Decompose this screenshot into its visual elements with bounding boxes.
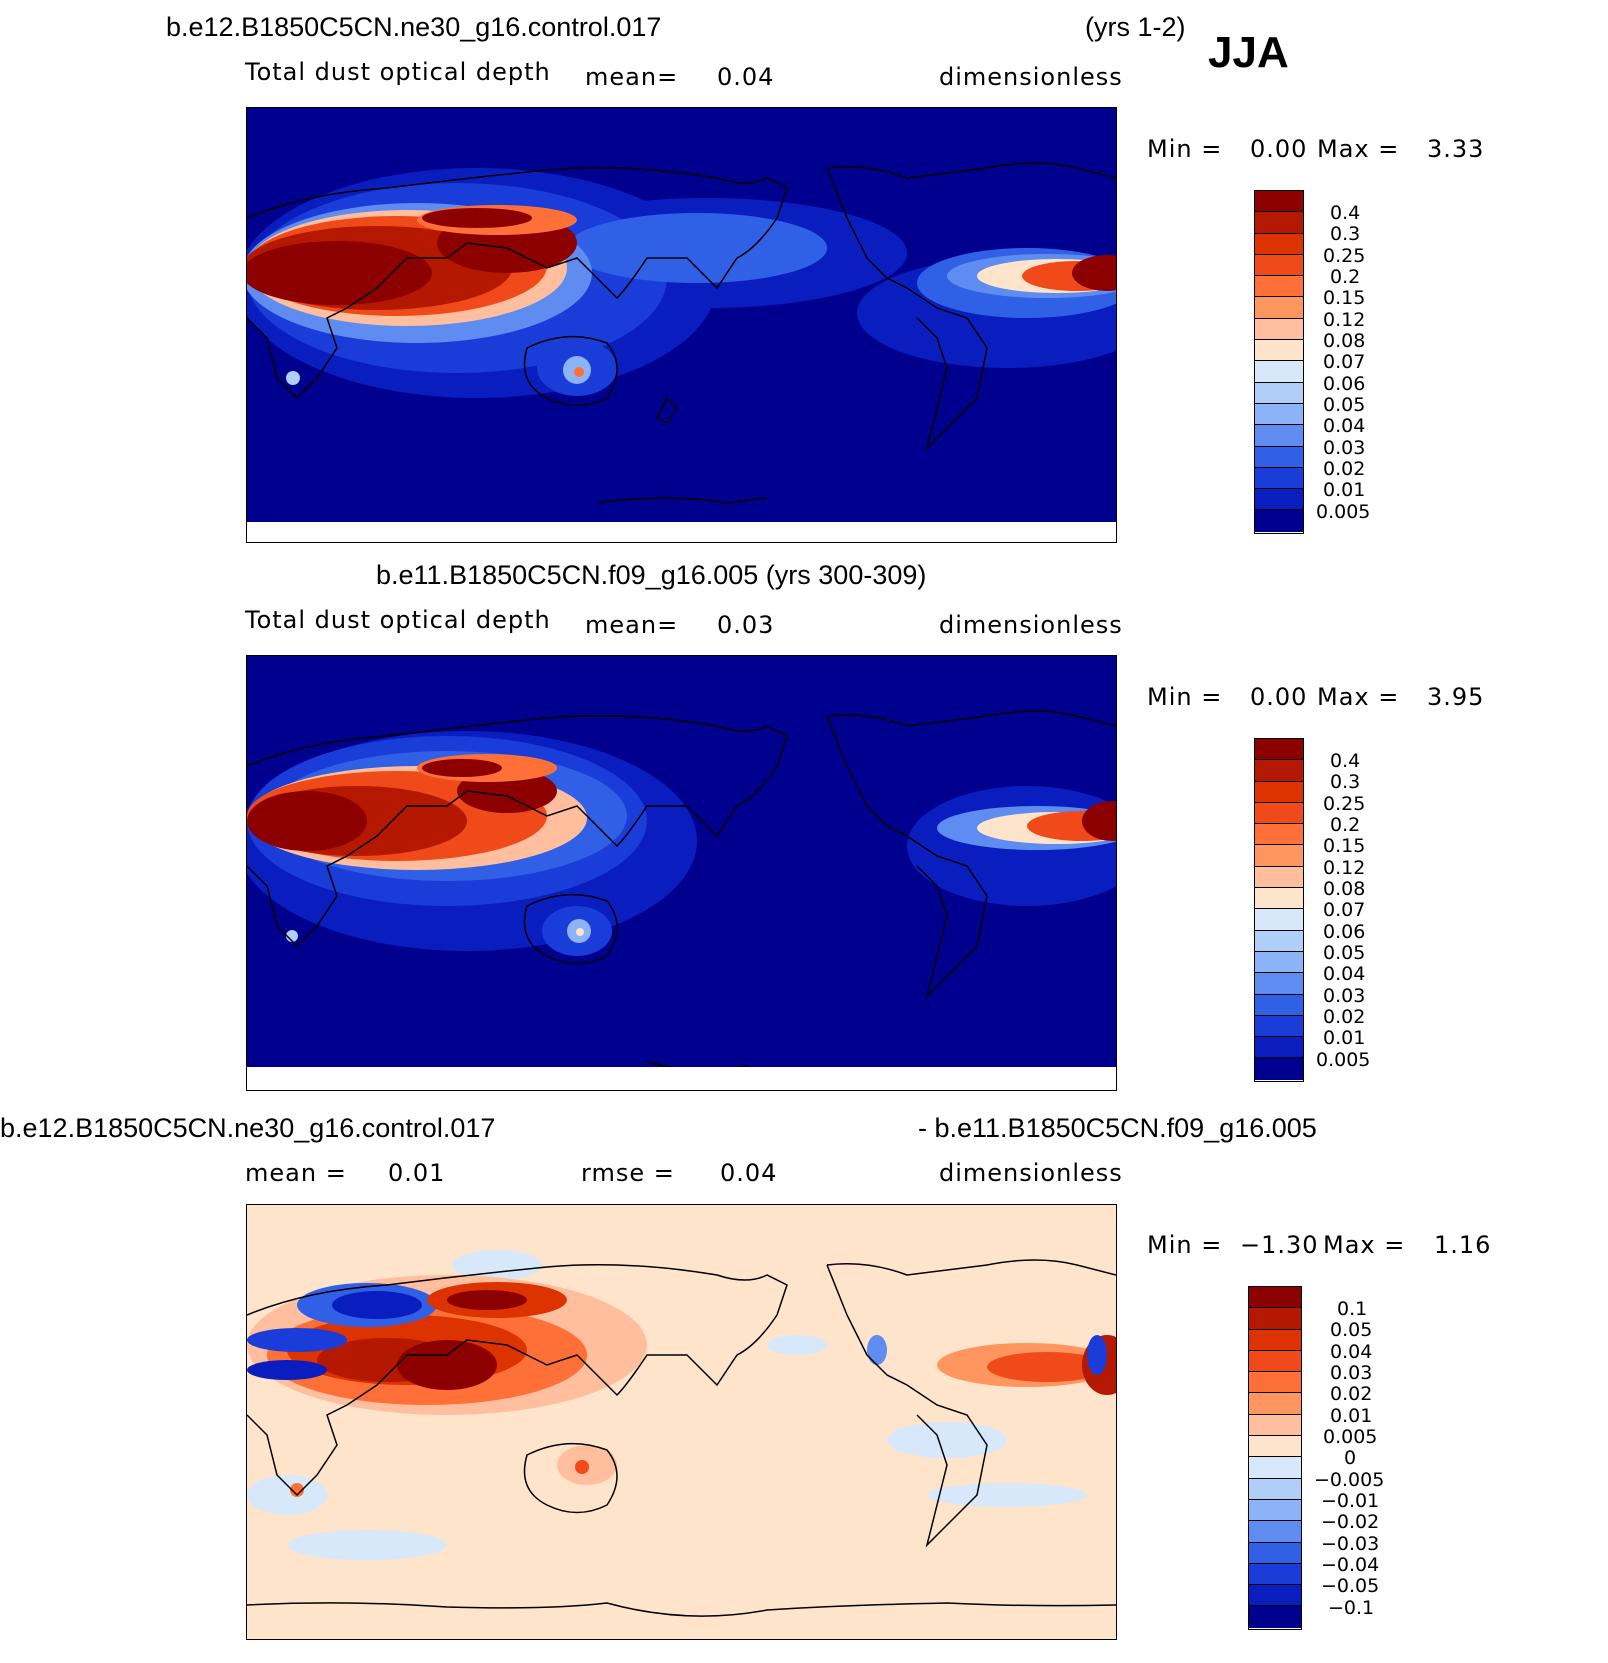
- panel1-max-label: Max =: [1317, 135, 1400, 163]
- panel1-title-right: (yrs 1-2): [1085, 12, 1186, 42]
- cb3-label: 0: [1344, 1447, 1357, 1469]
- cb3-label: 0.1: [1337, 1298, 1368, 1320]
- panel3-max-label: Max =: [1323, 1231, 1406, 1259]
- cb3-label: −0.04: [1321, 1554, 1380, 1576]
- cb1-label: 0.07: [1323, 351, 1366, 373]
- panel2-units: dimensionless: [939, 611, 1123, 639]
- cb2-label: 0.02: [1323, 1006, 1366, 1028]
- panel1-min-value: 0.00: [1250, 135, 1308, 163]
- cb2-label: 0.01: [1323, 1027, 1366, 1049]
- cb1-label: 0.12: [1323, 309, 1366, 331]
- panel1-variable: Total dust optical depth: [245, 58, 551, 86]
- cb1-label: 0.01: [1323, 479, 1366, 501]
- cb1-label: 0.005: [1316, 501, 1371, 523]
- panel2-mean-value: 0.03: [717, 611, 775, 639]
- panel1-colorbar: [1254, 190, 1304, 534]
- panel1-max-value: 3.33: [1427, 135, 1485, 163]
- panel1-map: [246, 107, 1117, 543]
- cb3-label: −0.03: [1321, 1533, 1380, 1555]
- cb1-label: 0.04: [1323, 415, 1366, 437]
- panel2-min-label: Min =: [1147, 683, 1223, 711]
- cb2-label: 0.3: [1330, 771, 1361, 793]
- cb3-label: 0.01: [1330, 1405, 1373, 1427]
- panel3-map: [246, 1204, 1117, 1640]
- cb2-label: 0.005: [1316, 1049, 1371, 1071]
- cb3-label: 0.02: [1330, 1383, 1373, 1405]
- panel2-colorbar: [1254, 738, 1304, 1082]
- panel2-title: b.e11.B1850C5CN.f09_g16.005 (yrs 300-309…: [376, 560, 927, 590]
- panel1-map-graphic: [247, 108, 1116, 542]
- panel2-mean-label: mean=: [585, 611, 679, 639]
- cb3-label: −0.1: [1328, 1597, 1375, 1619]
- cb2-label: 0.04: [1323, 963, 1366, 985]
- cb2-label: 0.08: [1323, 878, 1366, 900]
- cb2-label: 0.06: [1323, 921, 1366, 943]
- cb1-label: 0.06: [1323, 373, 1366, 395]
- panel3-min-value: −1.30: [1240, 1231, 1319, 1259]
- panel2-variable: Total dust optical depth: [245, 606, 551, 634]
- panel2-map-graphic: [247, 656, 1116, 1090]
- panel1-title-left: b.e12.B1850C5CN.ne30_g16.control.017: [166, 12, 662, 42]
- cb2-label: 0.07: [1323, 899, 1366, 921]
- cb1-label: 0.05: [1323, 394, 1366, 416]
- season-label: JJA: [1208, 28, 1289, 77]
- panel1-min-label: Min =: [1147, 135, 1223, 163]
- panel2-max-label: Max =: [1317, 683, 1400, 711]
- panel3-max-value: 1.16: [1434, 1231, 1492, 1259]
- cb2-label: 0.25: [1323, 793, 1366, 815]
- panel3-mean-value: 0.01: [388, 1159, 446, 1187]
- panel3-min-label: Min =: [1147, 1231, 1223, 1259]
- panel3-title-right: - b.e11.B1850C5CN.f09_g16.005: [918, 1113, 1317, 1143]
- panel2-max-value: 3.95: [1427, 683, 1485, 711]
- panel2-map: [246, 655, 1117, 1091]
- panel3-units: dimensionless: [939, 1159, 1123, 1187]
- panel2-min-value: 0.00: [1250, 683, 1308, 711]
- panel1-mean-value: 0.04: [717, 63, 775, 91]
- cb1-label: 0.25: [1323, 245, 1366, 267]
- cb3-label: 0.03: [1330, 1362, 1373, 1384]
- cb2-label: 0.4: [1330, 750, 1361, 772]
- cb2-label: 0.2: [1330, 814, 1361, 836]
- cb1-label: 0.4: [1330, 202, 1361, 224]
- cb2-label: 0.15: [1323, 835, 1366, 857]
- cb2-label: 0.05: [1323, 942, 1366, 964]
- cb3-label: 0.04: [1330, 1341, 1373, 1363]
- cb1-label: 0.02: [1323, 458, 1366, 480]
- panel1-mean-label: mean=: [585, 63, 679, 91]
- cb3-label: −0.05: [1321, 1575, 1380, 1597]
- cb1-label: 0.15: [1323, 287, 1366, 309]
- panel3-rmse-value: 0.04: [720, 1159, 778, 1187]
- cb1-label: 0.2: [1330, 266, 1361, 288]
- cb1-label: 0.08: [1323, 330, 1366, 352]
- cb2-label: 0.03: [1323, 985, 1366, 1007]
- cb1-label: 0.03: [1323, 437, 1366, 459]
- cb3-label: −0.02: [1321, 1511, 1380, 1533]
- panel3-rmse-label: rmse =: [581, 1159, 675, 1187]
- cb3-label: −0.01: [1321, 1490, 1380, 1512]
- cb3-label: 0.005: [1323, 1426, 1378, 1448]
- panel3-title-left: b.e12.B1850C5CN.ne30_g16.control.017: [0, 1113, 496, 1143]
- panel1-units: dimensionless: [939, 63, 1123, 91]
- panel3-colorbar: [1248, 1286, 1302, 1630]
- cb3-label: −0.005: [1314, 1469, 1385, 1491]
- panel3-mean-label: mean =: [245, 1159, 347, 1187]
- cb2-label: 0.12: [1323, 857, 1366, 879]
- cb1-label: 0.3: [1330, 223, 1361, 245]
- panel3-map-graphic: [247, 1205, 1116, 1639]
- cb3-label: 0.05: [1330, 1319, 1373, 1341]
